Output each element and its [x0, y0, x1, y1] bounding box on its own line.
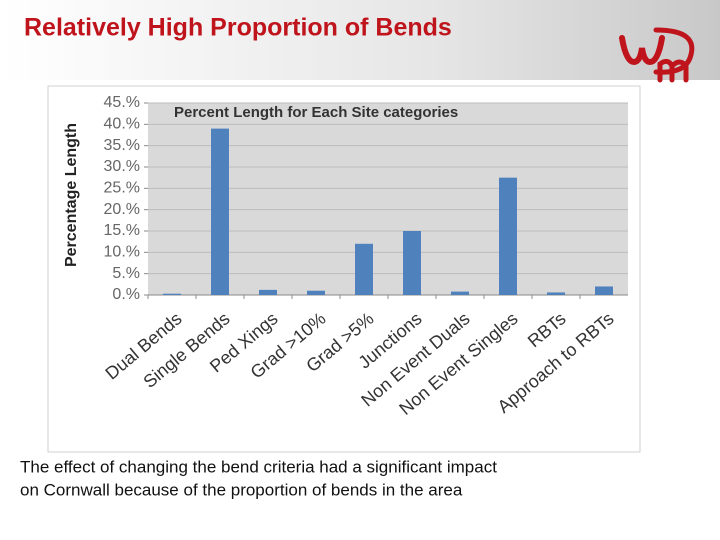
y-tick-label: 0.% [112, 286, 140, 303]
y-tick-label: 35.% [104, 137, 140, 154]
bar [355, 243, 373, 295]
logo [619, 27, 695, 83]
chart-title: Percent Length for Each Site categories [174, 104, 458, 121]
y-tick-label: 10.% [104, 244, 140, 261]
y-tick-label: 15.% [104, 222, 140, 239]
y-tick-label: 20.% [104, 201, 140, 218]
header-band [0, 0, 720, 80]
bar [307, 290, 325, 295]
bar [211, 128, 229, 295]
caption-line: The effect of changing the bend criteria… [20, 457, 497, 476]
bar [451, 291, 469, 295]
bar [547, 292, 565, 295]
caption-line: on Cornwall because of the proportion of… [20, 480, 463, 499]
bar [403, 231, 421, 295]
y-tick-label: 40.% [104, 116, 140, 133]
y-axis-label: Percentage Length [63, 123, 80, 267]
bar [595, 286, 613, 295]
slide-title: Relatively High Proportion of Bends [24, 14, 452, 42]
bar [499, 177, 517, 295]
y-tick-label: 25.% [104, 180, 140, 197]
y-tick-label: 30.% [104, 158, 140, 175]
bar [163, 293, 181, 295]
y-tick-label: 45.% [104, 94, 140, 111]
bar [259, 289, 277, 295]
y-tick-label: 5.% [112, 265, 140, 282]
